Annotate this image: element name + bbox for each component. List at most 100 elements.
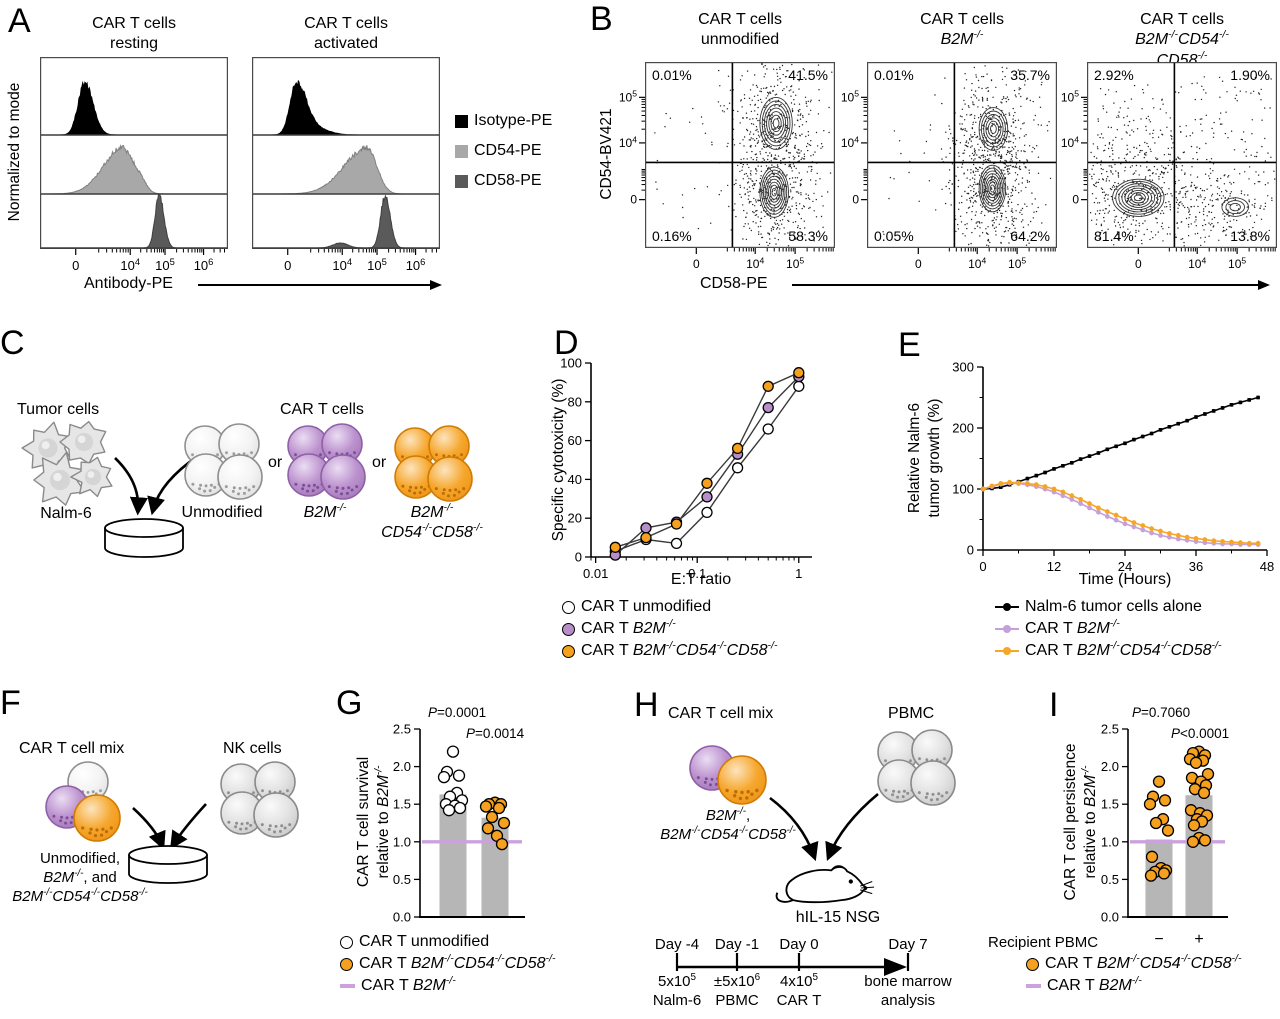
- hist-title-activated: CAR T cells activated: [304, 15, 388, 53]
- contour-plot-b2m: 0.01% 35.7% 0.05% 64.2% 0 104 105 105 104 0: [841, 62, 1058, 271]
- svg-text:0: 0: [967, 543, 974, 558]
- svg-text:2.92%: 2.92%: [1094, 67, 1134, 83]
- svg-text:58.3%: 58.3%: [788, 228, 828, 244]
- car-t-mix-label: CAR T cell mix: [19, 740, 125, 757]
- legend-item: CAR T B2M-/-CD54-/-CD58-/-: [340, 952, 556, 973]
- hist-x-axis-label: Antibody-PE: [84, 275, 173, 292]
- legend-label: CAR T B2M-/-CD54-/-CD58-/-: [359, 952, 556, 972]
- panel-g-legend: CAR T unmodified CAR T B2M-/-CD54-/-CD58…: [340, 933, 556, 999]
- cytotox-x-axis-label: E:T ratio: [670, 571, 732, 588]
- purple-dash-marker: [1026, 983, 1041, 989]
- legend-label: CAR T B2M-/-CD54-/-CD58-/-: [1045, 952, 1242, 972]
- panel-letter-e: E: [898, 326, 921, 364]
- svg-text:100: 100: [952, 482, 974, 497]
- panel-i-legend: CAR T B2M-/-CD54-/-CD58-/- CAR T B2M-/-: [1026, 952, 1242, 999]
- timeline-day: Day 7: [888, 936, 928, 953]
- svg-text:2.5: 2.5: [1101, 722, 1119, 737]
- legend-label: CAR T B2M-/-: [361, 974, 456, 994]
- mix-genotypes: B2M-/-, B2M-/-CD54-/-CD58-/-: [660, 806, 796, 844]
- persistence-y-axis-label: CAR T cell persistence relative to B2M-/…: [1061, 743, 1099, 901]
- legend-item: CAR T B2M-/-: [995, 618, 1222, 638]
- nalm6-label: Nalm-6: [40, 505, 92, 522]
- panel-d-legend: CAR T unmodified CAR T B2M-/- CAR T B2M-…: [562, 598, 778, 664]
- timeline-event: ±5x106 PBMC: [713, 972, 761, 1010]
- svg-text:0.1: 0.1: [688, 566, 706, 581]
- panel-letter-d: D: [554, 324, 579, 362]
- legend-item: CAR T B2M-/-: [1026, 975, 1242, 995]
- p-value-2: P<0.0001: [1171, 726, 1230, 741]
- svg-text:0.01%: 0.01%: [874, 67, 914, 83]
- svg-text:0: 0: [693, 257, 700, 271]
- orange-circle-marker: [1026, 957, 1039, 971]
- svg-text:2.0: 2.0: [1101, 759, 1119, 774]
- recipient-pbmc-label: Recipient PBMC: [988, 934, 1099, 951]
- svg-text:0.5: 0.5: [1101, 872, 1119, 887]
- svg-text:104: 104: [1188, 255, 1206, 271]
- svg-text:0: 0: [1135, 257, 1142, 271]
- legend-item: CAR T B2M-/-CD54-/-CD58-/-: [995, 640, 1222, 660]
- svg-text:36: 36: [1189, 559, 1203, 574]
- isotype-swatch: [455, 114, 468, 128]
- svg-text:60: 60: [568, 433, 582, 448]
- orange-circle-marker: [340, 957, 353, 971]
- svg-text:0.5: 0.5: [393, 872, 411, 887]
- panel-letter-f: F: [0, 684, 21, 722]
- hist-title-resting: CAR T cells resting: [92, 15, 176, 53]
- svg-text:300: 300: [952, 360, 974, 375]
- svg-text:41.5%: 41.5%: [788, 67, 828, 83]
- svg-text:81.4%: 81.4%: [1094, 228, 1134, 244]
- panel-letter-g: G: [336, 684, 363, 722]
- svg-text:104: 104: [968, 255, 986, 271]
- tumor-cells-label: Tumor cells: [17, 401, 100, 418]
- or-label: or: [372, 454, 387, 471]
- timeline-day: Day -1: [714, 936, 760, 953]
- svg-text:105: 105: [1008, 255, 1026, 271]
- svg-text:80: 80: [568, 394, 582, 409]
- legend-label: CAR T unmodified: [359, 933, 490, 950]
- svg-text:106: 106: [194, 256, 214, 273]
- contour-title-triple: CAR T cells B2M-/-CD54-/-CD58-/-: [1135, 11, 1229, 69]
- panel-letter-b: B: [590, 0, 613, 38]
- p-value-1: P=0.7060: [1132, 705, 1191, 720]
- svg-text:0.0: 0.0: [1101, 910, 1119, 925]
- panel-a-legend: Isotype-PE CD54-PE CD58-PE: [455, 112, 552, 202]
- orange-line-dot-marker: [995, 645, 1019, 658]
- purple-dash-marker: [340, 983, 355, 989]
- svg-text:0: 0: [852, 193, 859, 207]
- svg-text:40: 40: [568, 472, 582, 487]
- svg-text:100: 100: [560, 356, 582, 371]
- pbmc-plus-label: +: [1194, 931, 1204, 948]
- panel-letter-h: H: [634, 686, 659, 724]
- in-vivo-diagram: [675, 729, 956, 976]
- svg-text:106: 106: [406, 256, 426, 273]
- legend-item: Nalm-6 tumor cells alone: [995, 598, 1222, 616]
- cytotoxicity-chart: 0 20 40 60 80 100 0.01 0.1 1: [560, 356, 812, 581]
- contour-plot-unmodified: 0.01% 41.5% 0.16% 58.3% 0 104 105 105 104 0: [619, 62, 836, 271]
- persistence-chart: 0.0 0.5 1.0 1.5 2.0 2.5: [1101, 722, 1228, 925]
- timeline-event: 5x105 Nalm-6: [652, 972, 702, 1010]
- svg-text:104: 104: [1061, 134, 1079, 150]
- timeline-event: 4x105 CAR T: [776, 972, 822, 1010]
- svg-text:0.0: 0.0: [393, 910, 411, 925]
- coculture-diagram: [21, 420, 473, 558]
- svg-text:0: 0: [915, 257, 922, 271]
- cd54-swatch: [455, 144, 468, 158]
- svg-text:104: 104: [746, 255, 764, 271]
- nk-assay-diagram: [45, 761, 299, 884]
- svg-text:0: 0: [575, 550, 582, 565]
- hist-y-axis-label: Normalized to mode: [5, 82, 23, 222]
- legend-item: CAR T B2M-/-CD54-/-CD58-/-: [1026, 952, 1242, 973]
- legend-item: CAR T B2M-/-: [340, 974, 556, 995]
- svg-text:105: 105: [1061, 89, 1079, 105]
- svg-text:64.2%: 64.2%: [1010, 228, 1050, 244]
- svg-text:0.01%: 0.01%: [652, 67, 692, 83]
- svg-text:105: 105: [1228, 255, 1246, 271]
- open-circle-marker: [340, 935, 353, 949]
- svg-text:105: 105: [367, 256, 387, 273]
- panel-letter-c: C: [0, 324, 25, 362]
- legend-label: Nalm-6 tumor cells alone: [1025, 598, 1202, 615]
- mouse-model-label: hIL-15 NSG: [795, 909, 881, 926]
- legend-item: CAR T unmodified: [340, 933, 556, 951]
- svg-text:104: 104: [619, 134, 637, 150]
